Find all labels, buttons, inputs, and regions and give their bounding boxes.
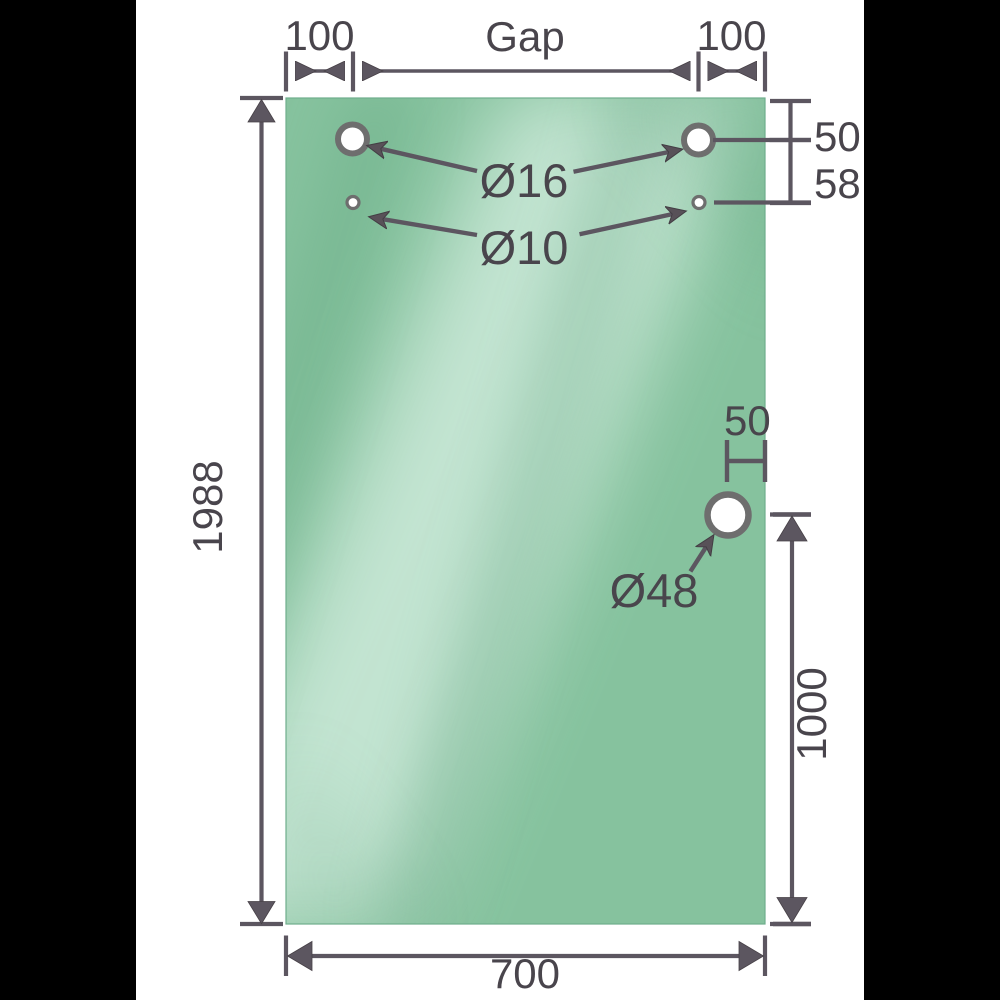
- svg-text:Ø48: Ø48: [610, 564, 699, 617]
- svg-text:Ø16: Ø16: [480, 154, 569, 207]
- svg-text:100: 100: [696, 12, 766, 59]
- svg-text:100: 100: [284, 12, 354, 59]
- svg-text:50: 50: [814, 113, 861, 160]
- svg-text:Ø10: Ø10: [480, 221, 569, 274]
- svg-text:Gap: Gap: [485, 13, 564, 60]
- svg-text:58: 58: [814, 160, 861, 207]
- svg-text:1000: 1000: [788, 667, 835, 760]
- svg-text:700: 700: [490, 950, 560, 997]
- svg-text:1988: 1988: [184, 460, 231, 553]
- svg-text:50: 50: [724, 397, 771, 444]
